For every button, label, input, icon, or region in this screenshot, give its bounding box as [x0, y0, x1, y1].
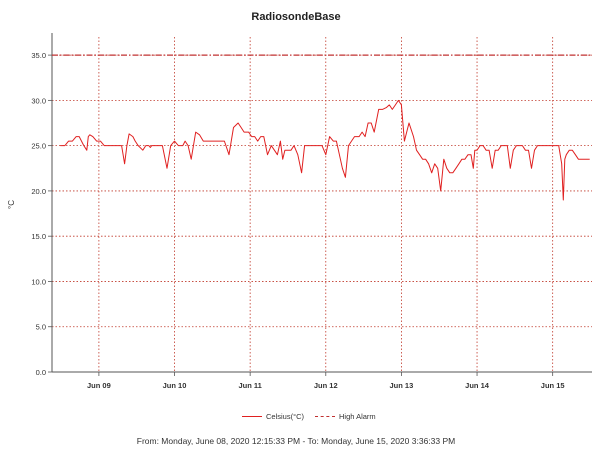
legend-item-high-alarm: High Alarm	[315, 412, 376, 421]
axes	[48, 33, 592, 376]
legend-swatch-high-alarm	[315, 416, 335, 417]
legend-item-celsius: Celsius(°C)	[242, 412, 304, 421]
date-range-footer: From: Monday, June 08, 2020 12:15:33 PM …	[136, 436, 456, 446]
y-tick-label: 5.0	[36, 323, 46, 332]
x-tick-label: Jun 14	[465, 381, 490, 390]
series-line-celsius	[60, 99, 590, 201]
y-tick-label: 0.0	[36, 368, 46, 377]
y-tick-label: 10.0	[31, 277, 46, 286]
legend: Celsius(°C) High Alarm	[0, 412, 592, 426]
grid-lines	[52, 37, 592, 372]
x-tick-labels: Jun 09 Jun 10 Jun 11 Jun 12 Jun 13 Jun 14 Jun …	[87, 381, 565, 390]
y-tick-labels: 0.0 5.0 10.0 15.0 20.0 25.0 30.0 35.0	[31, 51, 46, 377]
y-axis-label: °C	[7, 200, 16, 209]
x-tick-label: Jun 12	[314, 381, 338, 390]
y-tick-label: 15.0	[31, 232, 46, 241]
series-layer	[52, 54, 592, 201]
legend-label-high-alarm: High Alarm	[339, 412, 376, 421]
x-tick-label: Jun 15	[541, 381, 565, 390]
chart-title: RadiosondeBase	[251, 11, 341, 23]
x-tick-label: Jun 10	[163, 381, 187, 390]
legend-label-celsius: Celsius(°C)	[266, 412, 305, 421]
x-tick-label: Jun 13	[390, 381, 414, 390]
y-tick-label: 35.0	[31, 51, 46, 60]
y-tick-label: 30.0	[31, 96, 46, 105]
y-tick-label: 20.0	[31, 187, 46, 196]
y-tick-label: 25.0	[31, 142, 46, 151]
x-tick-label: Jun 09	[87, 381, 111, 390]
legend-swatch-celsius	[242, 416, 262, 417]
x-tick-label: Jun 11	[238, 381, 261, 390]
